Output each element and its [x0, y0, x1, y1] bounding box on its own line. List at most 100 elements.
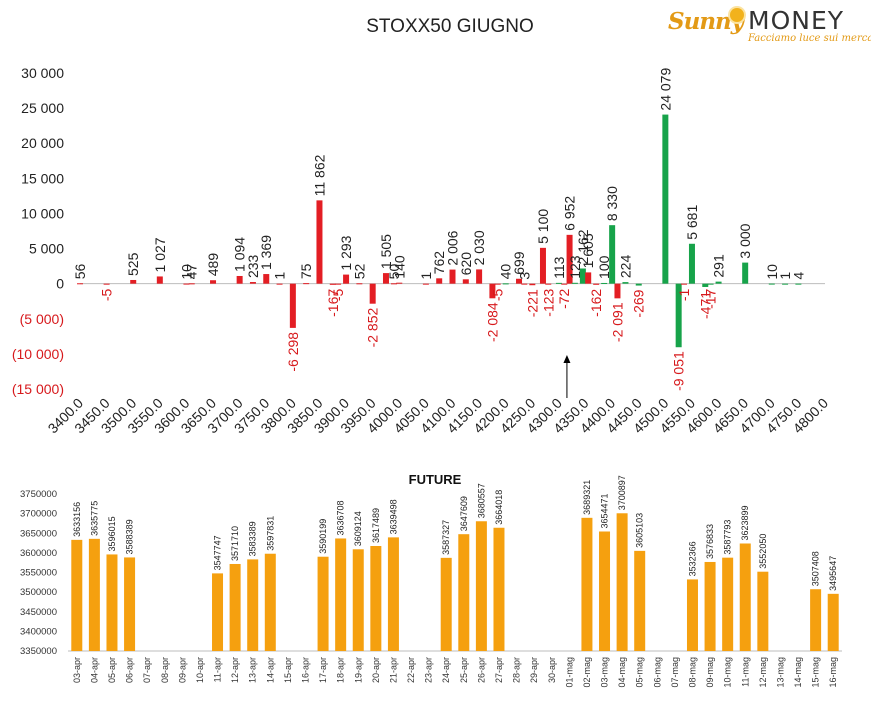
bar: [356, 283, 363, 285]
y-tick-label: 3600000: [20, 548, 57, 559]
bar-value-label: 3633156: [72, 502, 82, 537]
bar-value-label: 11 862: [311, 154, 327, 196]
bar-value-label: 3636708: [336, 500, 346, 535]
bar-value-label: 291: [711, 254, 727, 278]
bar: [622, 282, 629, 284]
y-tick-label: 3700000: [20, 509, 57, 520]
y-tick-label: 3550000: [20, 568, 57, 579]
x-tick-label: 02-mag: [582, 657, 592, 688]
x-tick-label: 12-apr: [230, 657, 240, 683]
bar-value-label: 1: [418, 272, 434, 280]
bar: [343, 274, 350, 284]
x-tick-label: 01-mag: [564, 657, 574, 688]
bar-value-label: 3495647: [828, 556, 838, 591]
bar: [680, 283, 687, 285]
bar: [249, 282, 256, 284]
bar-value-label: -269: [631, 289, 647, 317]
bar: [387, 537, 399, 651]
bar: [458, 534, 470, 651]
x-tick-label: 05-apr: [107, 657, 117, 683]
y-tick-label: 0: [56, 276, 64, 292]
bar: [494, 283, 501, 285]
bar: [566, 234, 573, 284]
bar-value-label: 3547747: [213, 535, 223, 570]
bar: [436, 278, 443, 284]
x-tick-label: 11-apr: [213, 657, 223, 682]
x-tick-label: 09-apr: [177, 657, 187, 683]
bar: [722, 557, 734, 651]
bar-value-label: -2 084: [484, 302, 500, 342]
bar: [210, 280, 217, 284]
y-tick-label: 5 000: [29, 241, 64, 257]
bar: [702, 283, 709, 287]
x-tick-label: 10-mag: [723, 657, 733, 688]
bar-value-label: 40: [498, 264, 514, 280]
bar: [593, 283, 600, 285]
x-tick-label: 08-mag: [687, 657, 697, 688]
bar-value-label: 3639498: [388, 499, 398, 534]
future-chart: 3750000 3700000 3650000 3600000 3550000 35000…: [20, 475, 842, 688]
x-tick-label: 06-mag: [652, 657, 662, 688]
bar: [635, 283, 642, 286]
bar: [370, 546, 382, 651]
bar-value-label: 56: [72, 263, 88, 279]
sunny-money-logo: Sunny MONEY Facciamo luce sui mercati: [668, 6, 871, 46]
y-tick-label: 3750000: [20, 489, 57, 500]
bar: [329, 283, 336, 285]
bar: [599, 531, 611, 651]
y-tick-label: (10 000): [12, 346, 64, 362]
x-tick-label: 25-apr: [459, 657, 469, 683]
y-tick-label: 10 000: [21, 205, 64, 221]
bar-value-label: 1: [272, 272, 288, 280]
chart-title: STOXX50 GIUGNO: [366, 16, 534, 37]
annotation-arrow-head: [563, 355, 571, 363]
bar: [579, 268, 586, 284]
bar: [489, 283, 496, 299]
x-tick-label: 04-mag: [617, 657, 627, 688]
bar: [106, 554, 118, 651]
y-tick-label: 15 000: [21, 170, 64, 186]
x-tick-label: 09-mag: [705, 657, 715, 688]
bar-value-label: 2 030: [471, 230, 487, 265]
x-tick-label: 06-apr: [125, 657, 135, 683]
bar-value-label: 3: [516, 272, 532, 280]
bar-value-label: 1 293: [338, 235, 354, 270]
bar: [555, 282, 562, 284]
bar: [303, 283, 310, 285]
x-tick-label: 15-mag: [811, 657, 821, 688]
x-tick-label: 12-mag: [758, 657, 768, 688]
bar-value-label: 1 027: [152, 237, 168, 272]
logo-tagline: Facciamo luce sui mercati: [748, 33, 871, 44]
bar-value-label: 6 952: [562, 196, 578, 231]
bar-value-label: 525: [125, 252, 141, 276]
bar-value-label: 3588389: [125, 519, 135, 554]
bar: [188, 283, 195, 285]
bar: [335, 538, 347, 651]
future-chart-title: FUTURE: [408, 472, 462, 487]
bar-value-label: 100: [596, 255, 612, 279]
bar: [609, 225, 616, 284]
bar: [236, 275, 243, 284]
bar: [71, 539, 83, 651]
bar: [545, 283, 552, 285]
bar: [462, 279, 469, 284]
bar: [212, 573, 224, 651]
bar-value-label: 3532366: [687, 541, 697, 576]
bar: [382, 273, 389, 284]
bar-value-label: 2 006: [445, 230, 461, 265]
bar: [229, 563, 241, 651]
bar-value-label: 3617489: [371, 508, 381, 543]
bar-value-label: 52: [351, 264, 367, 280]
bar: [183, 283, 190, 285]
bar: [88, 538, 100, 651]
bar-value-label: -2 091: [609, 302, 625, 342]
bar-value-label: -17: [703, 288, 719, 308]
bar: [707, 283, 714, 285]
bar-value-label: 3576833: [705, 524, 715, 559]
bar-value-label: -221: [524, 289, 540, 317]
bar: [675, 283, 682, 348]
bar-value-label: -72: [556, 288, 572, 308]
bar-value-label: 3587793: [723, 520, 733, 555]
bar-value-label: 113: [551, 256, 567, 279]
